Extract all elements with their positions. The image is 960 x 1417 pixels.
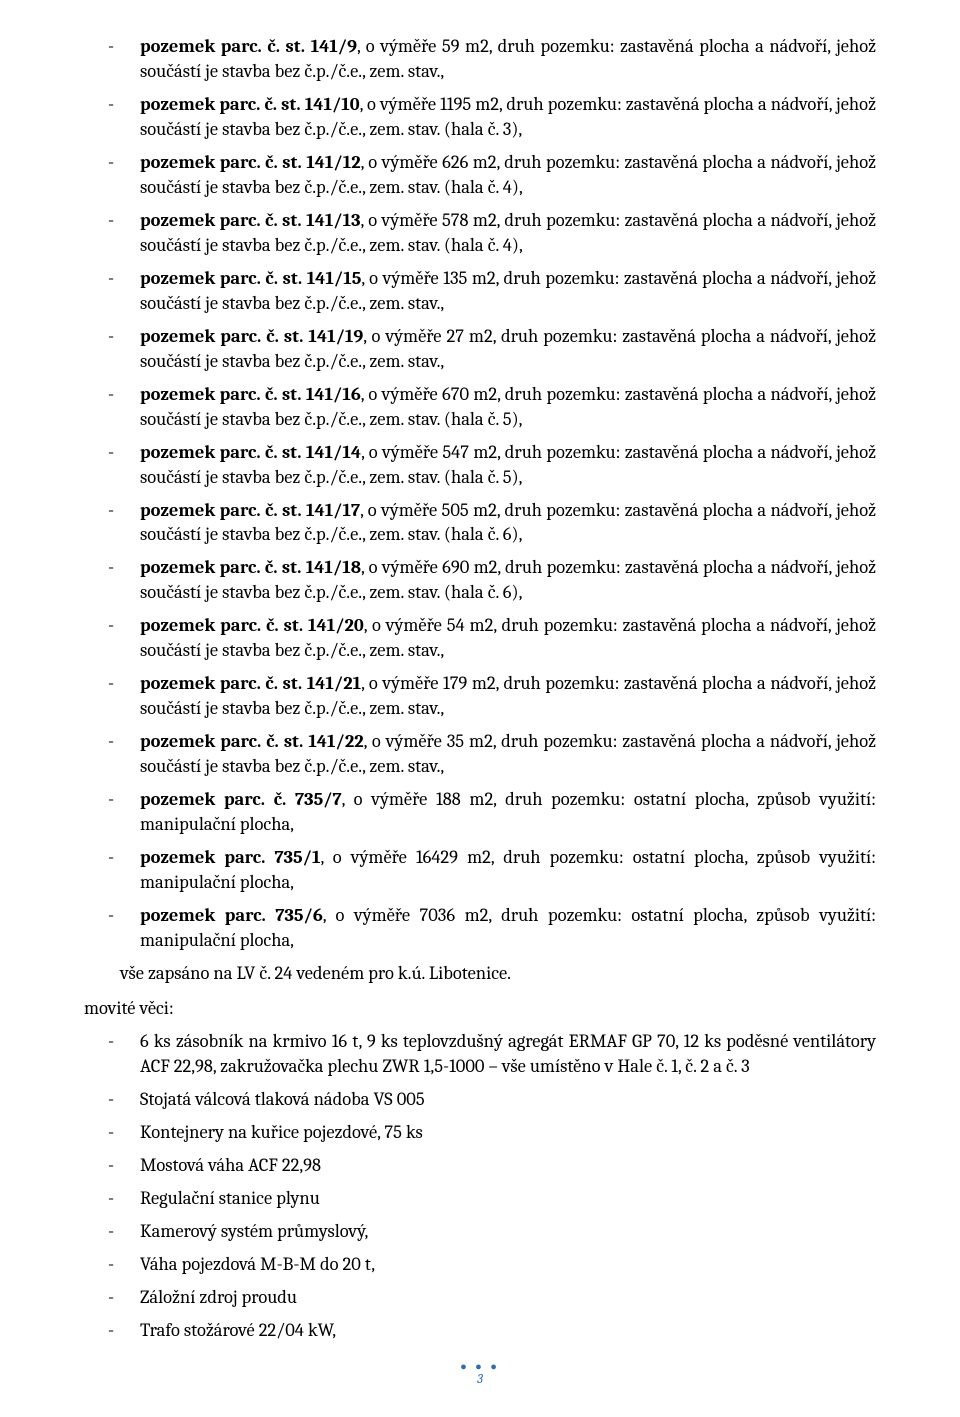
document-page: pozemek parc. č. st. 141/9, o výměře 59 … — [0, 0, 960, 1417]
parcel-id: pozemek parc. č. st. 141/10 — [140, 93, 360, 115]
parcel-id: pozemek parc. č. st. 141/16 — [140, 383, 361, 405]
list-item: Stojatá válcová tlaková nádoba VS 005 — [84, 1087, 876, 1112]
list-item: Kamerový systém průmyslový, — [84, 1219, 876, 1244]
parcel-id: pozemek parc. č. st. 141/22 — [140, 730, 364, 752]
parcel-id: pozemek parc. č. st. 141/20 — [140, 614, 364, 636]
list-item: pozemek parc. č. st. 141/16, o výměře 67… — [84, 382, 876, 432]
list-item: pozemek parc. č. st. 141/14, o výměře 54… — [84, 440, 876, 490]
parcel-id: pozemek parc. č. st. 141/17 — [140, 499, 360, 521]
list-item: pozemek parc. č. st. 141/13, o výměře 57… — [84, 208, 876, 258]
list-item: pozemek parc. 735/1, o výměře 16429 m2, … — [84, 845, 876, 895]
parcel-id: pozemek parc. č. st. 141/15 — [140, 267, 361, 289]
list-item: pozemek parc. č. 735/7, o výměře 188 m2,… — [84, 787, 876, 837]
list-item: pozemek parc. č. st. 141/17, o výměře 50… — [84, 498, 876, 548]
parcel-id: pozemek parc. č. st. 141/13 — [140, 209, 361, 231]
page-number: 3 — [84, 1372, 876, 1388]
list-item: pozemek parc. č. st. 141/21, o výměře 17… — [84, 671, 876, 721]
parcel-id: pozemek parc. č. st. 141/14 — [140, 441, 361, 463]
parcel-id: pozemek parc. č. 735/7 — [140, 788, 342, 810]
parcel-id: pozemek parc. č. st. 141/21 — [140, 672, 361, 694]
list-item: pozemek parc. č. st. 141/18, o výměře 69… — [84, 555, 876, 605]
list-item: Regulační stanice plynu — [84, 1186, 876, 1211]
footer-dots-icon: ● ● ● — [84, 1361, 876, 1372]
parcels-list: pozemek parc. č. st. 141/9, o výměře 59 … — [84, 34, 876, 953]
list-item: 6 ks zásobník na krmivo 16 t, 9 ks teplo… — [84, 1029, 876, 1079]
list-item: Váha pojezdová M-B-M do 20 t, — [84, 1252, 876, 1277]
list-item: Trafo stožárové 22/04 kW, — [84, 1318, 876, 1343]
summary-line: vše zapsáno na LV č. 24 vedeném pro k.ú.… — [120, 961, 876, 986]
page-footer: ● ● ● 3 — [84, 1361, 876, 1388]
list-item: pozemek parc. č. st. 141/22, o výměře 35… — [84, 729, 876, 779]
parcel-id: pozemek parc. 735/6 — [140, 904, 323, 926]
list-item: pozemek parc. 735/6, o výměře 7036 m2, d… — [84, 903, 876, 953]
list-item: Kontejnery na kuřice pojezdové, 75 ks — [84, 1120, 876, 1145]
list-item: Mostová váha ACF 22,98 — [84, 1153, 876, 1178]
list-item: pozemek parc. č. st. 141/20, o výměře 54… — [84, 613, 876, 663]
list-item: Záložní zdroj proudu — [84, 1285, 876, 1310]
movables-heading: movité věci: — [84, 996, 876, 1021]
parcel-id: pozemek parc. č. st. 141/12 — [140, 151, 361, 173]
list-item: pozemek parc. č. st. 141/15, o výměře 13… — [84, 266, 876, 316]
parcel-id: pozemek parc. 735/1 — [140, 846, 320, 868]
list-item: pozemek parc. č. st. 141/12, o výměře 62… — [84, 150, 876, 200]
list-item: pozemek parc. č. st. 141/19, o výměře 27… — [84, 324, 876, 374]
parcel-id: pozemek parc. č. st. 141/9 — [140, 35, 357, 57]
parcel-id: pozemek parc. č. st. 141/18 — [140, 556, 361, 578]
movables-list: 6 ks zásobník na krmivo 16 t, 9 ks teplo… — [84, 1029, 876, 1343]
list-item: pozemek parc. č. st. 141/9, o výměře 59 … — [84, 34, 876, 84]
list-item: pozemek parc. č. st. 141/10, o výměře 11… — [84, 92, 876, 142]
parcel-id: pozemek parc. č. st. 141/19 — [140, 325, 363, 347]
